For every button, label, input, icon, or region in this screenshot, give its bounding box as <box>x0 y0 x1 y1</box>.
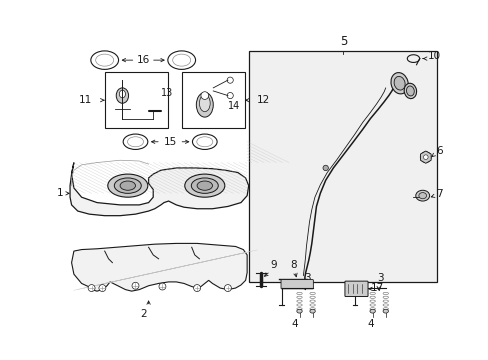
Polygon shape <box>71 243 246 291</box>
Ellipse shape <box>197 181 212 190</box>
Ellipse shape <box>404 83 416 99</box>
Text: 3: 3 <box>303 274 310 283</box>
Ellipse shape <box>296 309 302 313</box>
Text: 3: 3 <box>376 274 383 283</box>
Ellipse shape <box>390 73 407 94</box>
Ellipse shape <box>199 95 210 112</box>
Text: 9: 9 <box>269 260 276 270</box>
Ellipse shape <box>369 309 375 313</box>
Ellipse shape <box>415 190 429 201</box>
Ellipse shape <box>201 92 208 99</box>
Text: 16: 16 <box>136 55 149 65</box>
Ellipse shape <box>123 134 147 149</box>
Ellipse shape <box>96 54 114 66</box>
Text: 7: 7 <box>436 189 442 199</box>
Ellipse shape <box>114 178 141 193</box>
Ellipse shape <box>127 137 143 147</box>
FancyBboxPatch shape <box>281 280 313 289</box>
Text: 5: 5 <box>339 35 346 48</box>
Ellipse shape <box>88 285 95 292</box>
Text: 4: 4 <box>366 319 373 329</box>
Text: 2: 2 <box>140 309 146 319</box>
Ellipse shape <box>91 51 118 69</box>
Ellipse shape <box>323 165 328 171</box>
Text: 17: 17 <box>369 283 383 293</box>
Ellipse shape <box>120 181 135 190</box>
Ellipse shape <box>159 283 165 290</box>
Polygon shape <box>70 163 248 216</box>
Text: 4: 4 <box>291 319 298 329</box>
Text: 8: 8 <box>289 260 296 270</box>
Text: 13: 13 <box>161 88 173 98</box>
Text: 6: 6 <box>436 146 442 156</box>
Text: 15: 15 <box>163 137 176 147</box>
Ellipse shape <box>406 86 413 96</box>
Text: 12: 12 <box>256 95 269 105</box>
Ellipse shape <box>226 77 233 83</box>
Text: 1: 1 <box>57 188 64 198</box>
Ellipse shape <box>193 285 200 292</box>
Bar <box>248 51 436 282</box>
FancyBboxPatch shape <box>344 281 367 297</box>
Ellipse shape <box>167 51 195 69</box>
Bar <box>182 72 244 128</box>
Ellipse shape <box>119 90 125 98</box>
Ellipse shape <box>420 152 430 163</box>
Bar <box>104 72 167 128</box>
Ellipse shape <box>132 282 139 289</box>
Ellipse shape <box>423 155 427 159</box>
Ellipse shape <box>116 88 128 103</box>
Ellipse shape <box>382 309 387 313</box>
Text: 11: 11 <box>78 95 91 105</box>
Ellipse shape <box>184 174 224 197</box>
Text: 10: 10 <box>427 50 440 60</box>
Ellipse shape <box>107 174 147 197</box>
Ellipse shape <box>192 134 217 149</box>
Ellipse shape <box>418 193 426 199</box>
Ellipse shape <box>196 93 213 117</box>
Polygon shape <box>420 151 430 163</box>
Ellipse shape <box>172 54 190 66</box>
Ellipse shape <box>196 137 212 147</box>
Ellipse shape <box>191 178 218 193</box>
Ellipse shape <box>309 309 315 313</box>
Ellipse shape <box>226 93 233 99</box>
Ellipse shape <box>224 285 231 292</box>
Ellipse shape <box>393 76 404 90</box>
Ellipse shape <box>99 285 105 292</box>
Text: 14: 14 <box>227 101 240 111</box>
